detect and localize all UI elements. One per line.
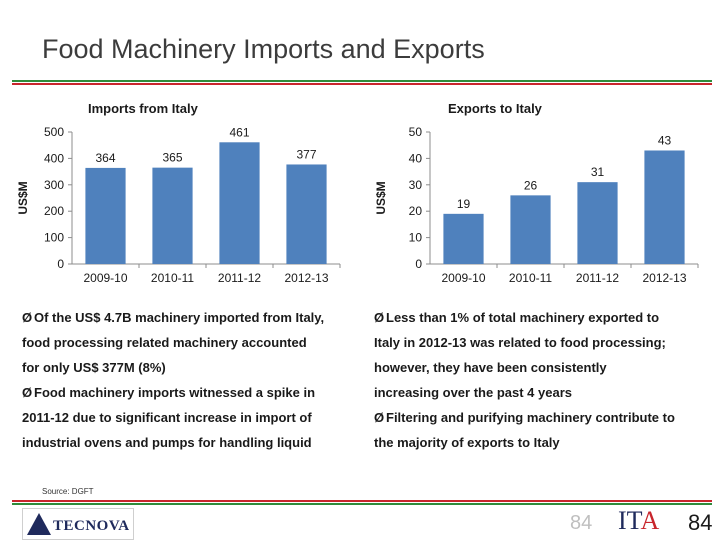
imports-y-tick-label: 100 [44,231,64,245]
exports-bullets: Ø Less than 1% of total machinery exporte… [374,305,710,455]
imports-data-label: 365 [162,151,182,165]
exports-y-axis-label: US$M [374,181,388,214]
imports-y-tick-label: 300 [44,178,64,192]
imports-data-label: 461 [229,125,249,139]
exports-bullet: Ø Filtering and purifying machinery contr… [374,405,710,430]
exports-x-tick-label: 2012-13 [642,271,686,285]
imports-x-tick-label: 2011-12 [218,271,261,285]
imports-bar [286,164,327,264]
exports-y-tick-label: 20 [409,204,423,218]
imports-y-axis-label: US$M [16,181,30,214]
exports-bullet-continuation: however, they have been consistently [374,360,607,375]
imports-x-tick-label: 2009-10 [83,271,127,285]
imports-bullet-text: Food machinery imports witnessed a spike… [34,385,316,400]
imports-y-tick-label: 200 [44,204,64,218]
imports-x-tick-label: 2010-11 [151,271,194,285]
ita-logo-prefix: IT [618,506,641,535]
imports-data-label: 364 [95,151,115,165]
exports-bar [510,195,551,264]
exports-data-label: 19 [457,197,471,211]
exports-bullet-continuation: the majority of exports to Italy [374,435,560,450]
exports-bar [577,182,618,264]
exports-bar [443,213,484,264]
imports-bullet-text: Of the US$ 4.7B machinery imported from … [34,310,325,325]
exports-x-tick-label: 2009-10 [441,271,485,285]
tecnova-logo-text: TECNOVA [53,518,130,534]
imports-x-tick-label: 2012-13 [284,271,328,285]
exports-data-label: 26 [524,178,538,192]
imports-bar [219,142,260,264]
title-divider-green [12,80,712,82]
exports-bullet-continuation: Italy in 2012-13 was related to food pro… [374,335,666,350]
exports-y-tick-label: 0 [415,257,422,271]
exports-data-label: 43 [658,133,672,147]
imports-bar [152,167,193,264]
bullet-arrow-icon: Ø [374,310,385,325]
exports-bar [644,150,685,264]
bullet-arrow-icon: Ø [22,310,33,325]
imports-y-tick-label: 0 [57,257,64,271]
source-note: Source: DGFT [42,487,94,496]
imports-chart-title: Imports from Italy [88,101,198,116]
exports-bar-chart: 0 10 20 30 40 50 US$M 19 2009-10 26 2010-11 31 2011-… [374,125,699,285]
exports-bullet-text: Less than 1% of total machinery exported… [386,310,660,325]
exports-chart-title: Exports to Italy [448,101,542,116]
exports-bullet-text: Filtering and purifying machinery contri… [386,410,675,425]
imports-bullet-continuation: food processing related machinery accoun… [22,335,307,350]
imports-bar-chart: 0 100 200 300 400 500 US$M 364 2009-10 365 2010-11… [16,125,341,285]
bullet-arrow-icon: Ø [22,385,33,400]
footer-divider-red [12,500,712,502]
exports-x-tick-label: 2011-12 [576,271,619,285]
page-number-faded: 84 [570,512,593,534]
imports-bullet: Ø Food machinery imports witnessed a spik… [22,380,362,405]
exports-bullet-continuation: increasing over the past 4 years [374,385,572,400]
imports-bullet-continuation: 2011-12 due to significant increase in i… [22,410,312,425]
footer-divider-green [12,503,712,505]
title-divider-red [12,83,712,85]
page-number: 84 [688,510,713,535]
page-title: Food Machinery Imports and Exports [42,34,485,64]
imports-bullets: Ø Of the US$ 4.7B machinery imported from… [22,305,362,455]
exports-bullet: Ø Less than 1% of total machinery exporte… [374,305,710,330]
ita-logo: ITA [618,506,659,536]
imports-bullet: Ø Of the US$ 4.7B machinery imported from… [22,305,362,330]
exports-data-label: 31 [591,165,605,179]
ita-logo-accent: A [640,506,660,535]
exports-y-tick-label: 50 [409,125,423,139]
imports-y-tick-label: 500 [44,125,64,139]
exports-y-tick-label: 30 [409,178,423,192]
bullet-arrow-icon: Ø [374,410,385,425]
imports-y-tick-label: 400 [44,151,64,165]
imports-data-label: 377 [296,147,316,161]
tecnova-mark-icon [27,513,51,535]
imports-bar [85,167,126,264]
exports-y-tick-label: 40 [409,151,423,165]
imports-bullet-continuation: for only US$ 377M (8%) [22,360,166,375]
imports-bullet-continuation: industrial ovens and pumps for handling … [22,435,312,450]
exports-y-tick-label: 10 [409,231,423,245]
exports-x-tick-label: 2010-11 [509,271,552,285]
tecnova-logo: TECNOVA [22,508,134,540]
